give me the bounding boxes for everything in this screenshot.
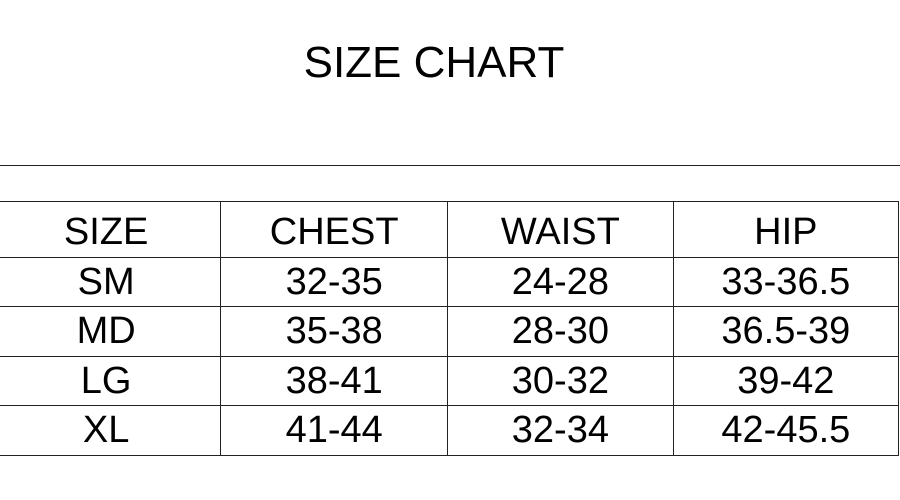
divider — [0, 165, 900, 166]
header-chest: CHEST — [220, 201, 449, 258]
cell-waist: 28-30 — [447, 306, 674, 357]
cell-chest: 38-41 — [220, 355, 449, 406]
page-title: SIZE CHART — [303, 38, 565, 87]
size-chart-table: SIZE CHEST WAIST HIP SM 32-35 24-28 33-3… — [0, 201, 900, 456]
cell-size: SM — [0, 256, 222, 307]
cell-chest: 35-38 — [220, 306, 449, 357]
cell-chest: 32-35 — [220, 256, 449, 307]
cell-size: MD — [0, 306, 222, 357]
table-row: SM 32-35 24-28 33-36.5 — [0, 256, 900, 307]
cell-waist: 30-32 — [447, 355, 674, 406]
cell-waist: 32-34 — [447, 405, 674, 456]
cell-waist: 24-28 — [447, 256, 674, 307]
cell-chest: 41-44 — [220, 405, 449, 456]
table-header-row: SIZE CHEST WAIST HIP — [0, 201, 900, 258]
cell-hip: 39-42 — [672, 355, 900, 406]
cell-hip: 36.5-39 — [672, 306, 900, 357]
table-row: LG 38-41 30-32 39-42 — [0, 355, 900, 406]
table-row: XL 41-44 32-34 42-45.5 — [0, 405, 900, 456]
header-waist: WAIST — [447, 201, 674, 258]
header-size: SIZE — [0, 201, 222, 258]
cell-size: XL — [0, 405, 222, 456]
cell-size: LG — [0, 355, 222, 406]
header-hip: HIP — [672, 201, 900, 258]
cell-hip: 33-36.5 — [672, 256, 900, 307]
table-row: MD 35-38 28-30 36.5-39 — [0, 306, 900, 357]
cell-hip: 42-45.5 — [672, 405, 900, 456]
